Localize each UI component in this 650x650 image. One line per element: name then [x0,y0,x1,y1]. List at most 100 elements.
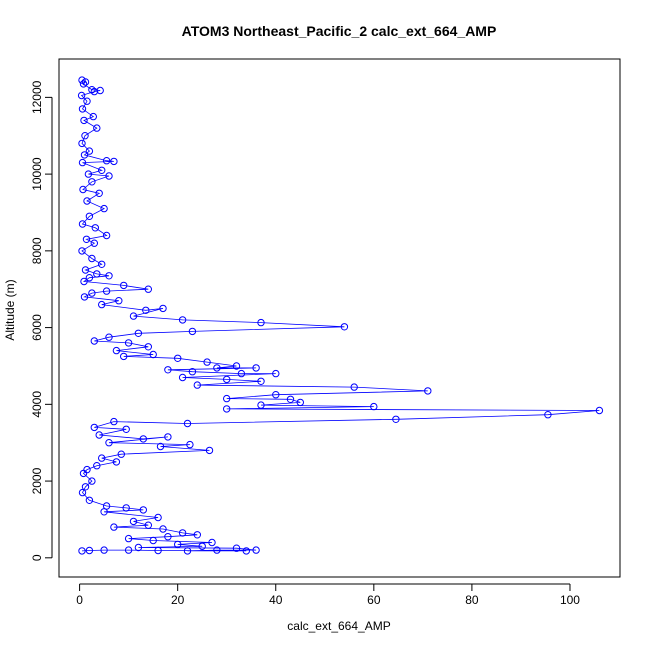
data-point-58 [124,339,133,347]
data-point-10 [80,116,88,125]
data-point-127 [232,544,241,552]
data-point-89 [110,417,118,426]
data-point-27 [85,212,94,221]
data-point-46 [115,297,123,305]
data-point-24 [95,189,103,198]
data-point-7 [83,97,91,105]
data-point-35 [98,260,106,268]
data-point-132 [154,546,162,555]
data-point-22 [88,178,96,186]
data-point-63 [174,354,182,362]
data-point-31 [82,235,91,244]
data-point-15 [80,151,89,159]
data-point-77 [424,387,432,395]
data-point-115 [144,521,153,529]
data-point-97 [156,442,165,451]
data-point-66 [213,364,221,372]
data-point-116 [110,523,118,531]
plot-frame [58,58,621,578]
data-point-129 [213,546,221,554]
data-point-12 [81,132,89,140]
data-point-84 [223,405,231,413]
data-point-8 [78,105,87,113]
data-point-57 [90,337,99,345]
data-point-48 [142,306,150,314]
data-point-112 [100,508,108,516]
data-point-9 [89,112,98,121]
data-point-75 [193,381,202,389]
data-point-78 [272,391,280,399]
x-tick-label-2: 40 [269,593,283,607]
data-point-72 [178,373,187,382]
data-point-133 [124,546,133,554]
data-point-18 [78,158,87,167]
data-point-43 [102,287,111,295]
data-point-125 [198,542,206,550]
data-point-82 [257,401,265,409]
data-point-29 [91,224,100,232]
data-point-122 [149,536,157,545]
data-point-56 [105,333,113,341]
data-point-126 [134,543,143,552]
x-tick-label-5: 100 [560,593,580,607]
data-point-20 [84,170,93,178]
data-point-113 [154,513,162,522]
data-point-53 [340,323,349,331]
data-point-6 [77,91,86,100]
data-point-26 [100,204,108,213]
data-point-120 [164,533,172,541]
data-point-25 [83,197,91,205]
data-point-134 [100,546,108,554]
data-point-0 [78,76,86,84]
data-point-93 [139,435,148,443]
data-point-111 [139,506,148,514]
data-point-71 [272,369,280,378]
data-point-98 [205,446,214,455]
data-point-94 [164,433,172,441]
y-axis-label: Altitude (m) [3,279,17,340]
data-point-106 [81,483,90,491]
data-point-99 [117,450,126,458]
data-point-64 [203,358,211,366]
x-tick-label-1: 20 [171,593,185,607]
data-point-3 [88,86,96,94]
data-point-128 [252,546,260,554]
data-point-131 [242,547,251,555]
data-point-100 [98,454,106,462]
data-point-83 [370,402,378,411]
data-point-90 [90,423,99,432]
data-point-40 [80,277,88,286]
data-point-32 [90,239,99,247]
data-point-81 [296,398,304,407]
data-point-14 [85,147,94,155]
series-layer [77,76,604,555]
data-point-52 [257,318,265,327]
y-tick-label-5: 10000 [30,157,44,191]
data-point-16 [102,157,111,165]
data-point-110 [122,504,130,512]
data-point-124 [174,540,182,549]
data-point-33 [78,247,86,255]
data-point-38 [105,272,113,280]
x-axis-label: calc_ext_664_AMP [287,619,390,633]
data-point-91 [122,425,130,433]
data-point-30 [102,231,111,240]
data-point-55 [134,329,143,337]
data-point-88 [183,419,192,428]
data-point-76 [350,383,358,391]
data-point-96 [186,440,194,449]
data-point-121 [124,534,133,543]
data-point-21 [105,172,113,180]
y-tick-label-6: 12000 [30,80,44,114]
data-point-62 [120,352,128,361]
data-point-69 [188,368,197,376]
y-tick-label-4: 8000 [30,237,44,264]
data-point-2 [79,80,88,88]
data-point-65 [232,362,241,370]
y-tick-label-3: 6000 [30,314,44,341]
x-tick-label-0: 0 [76,593,83,607]
data-point-92 [95,431,103,439]
data-point-119 [193,531,202,539]
data-point-136 [78,547,86,555]
